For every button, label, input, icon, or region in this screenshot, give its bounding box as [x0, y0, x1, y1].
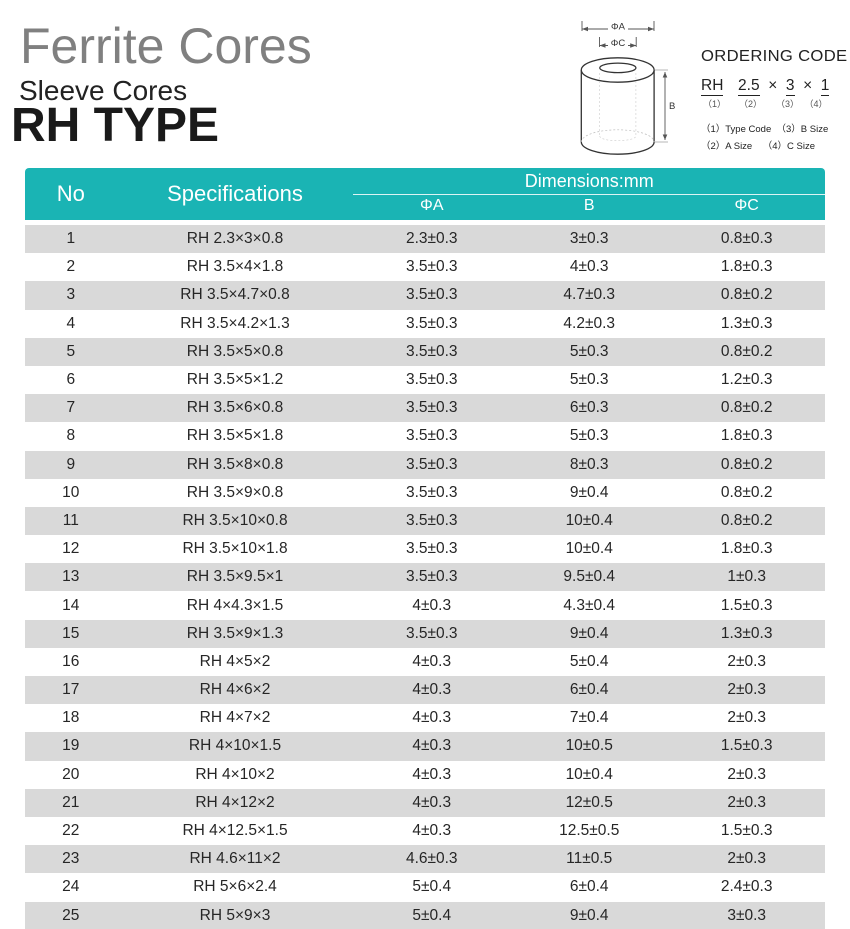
svg-text:B: B [669, 101, 675, 112]
svg-text:ΦA: ΦA [611, 22, 626, 33]
svg-text:ΦC: ΦC [611, 38, 626, 49]
